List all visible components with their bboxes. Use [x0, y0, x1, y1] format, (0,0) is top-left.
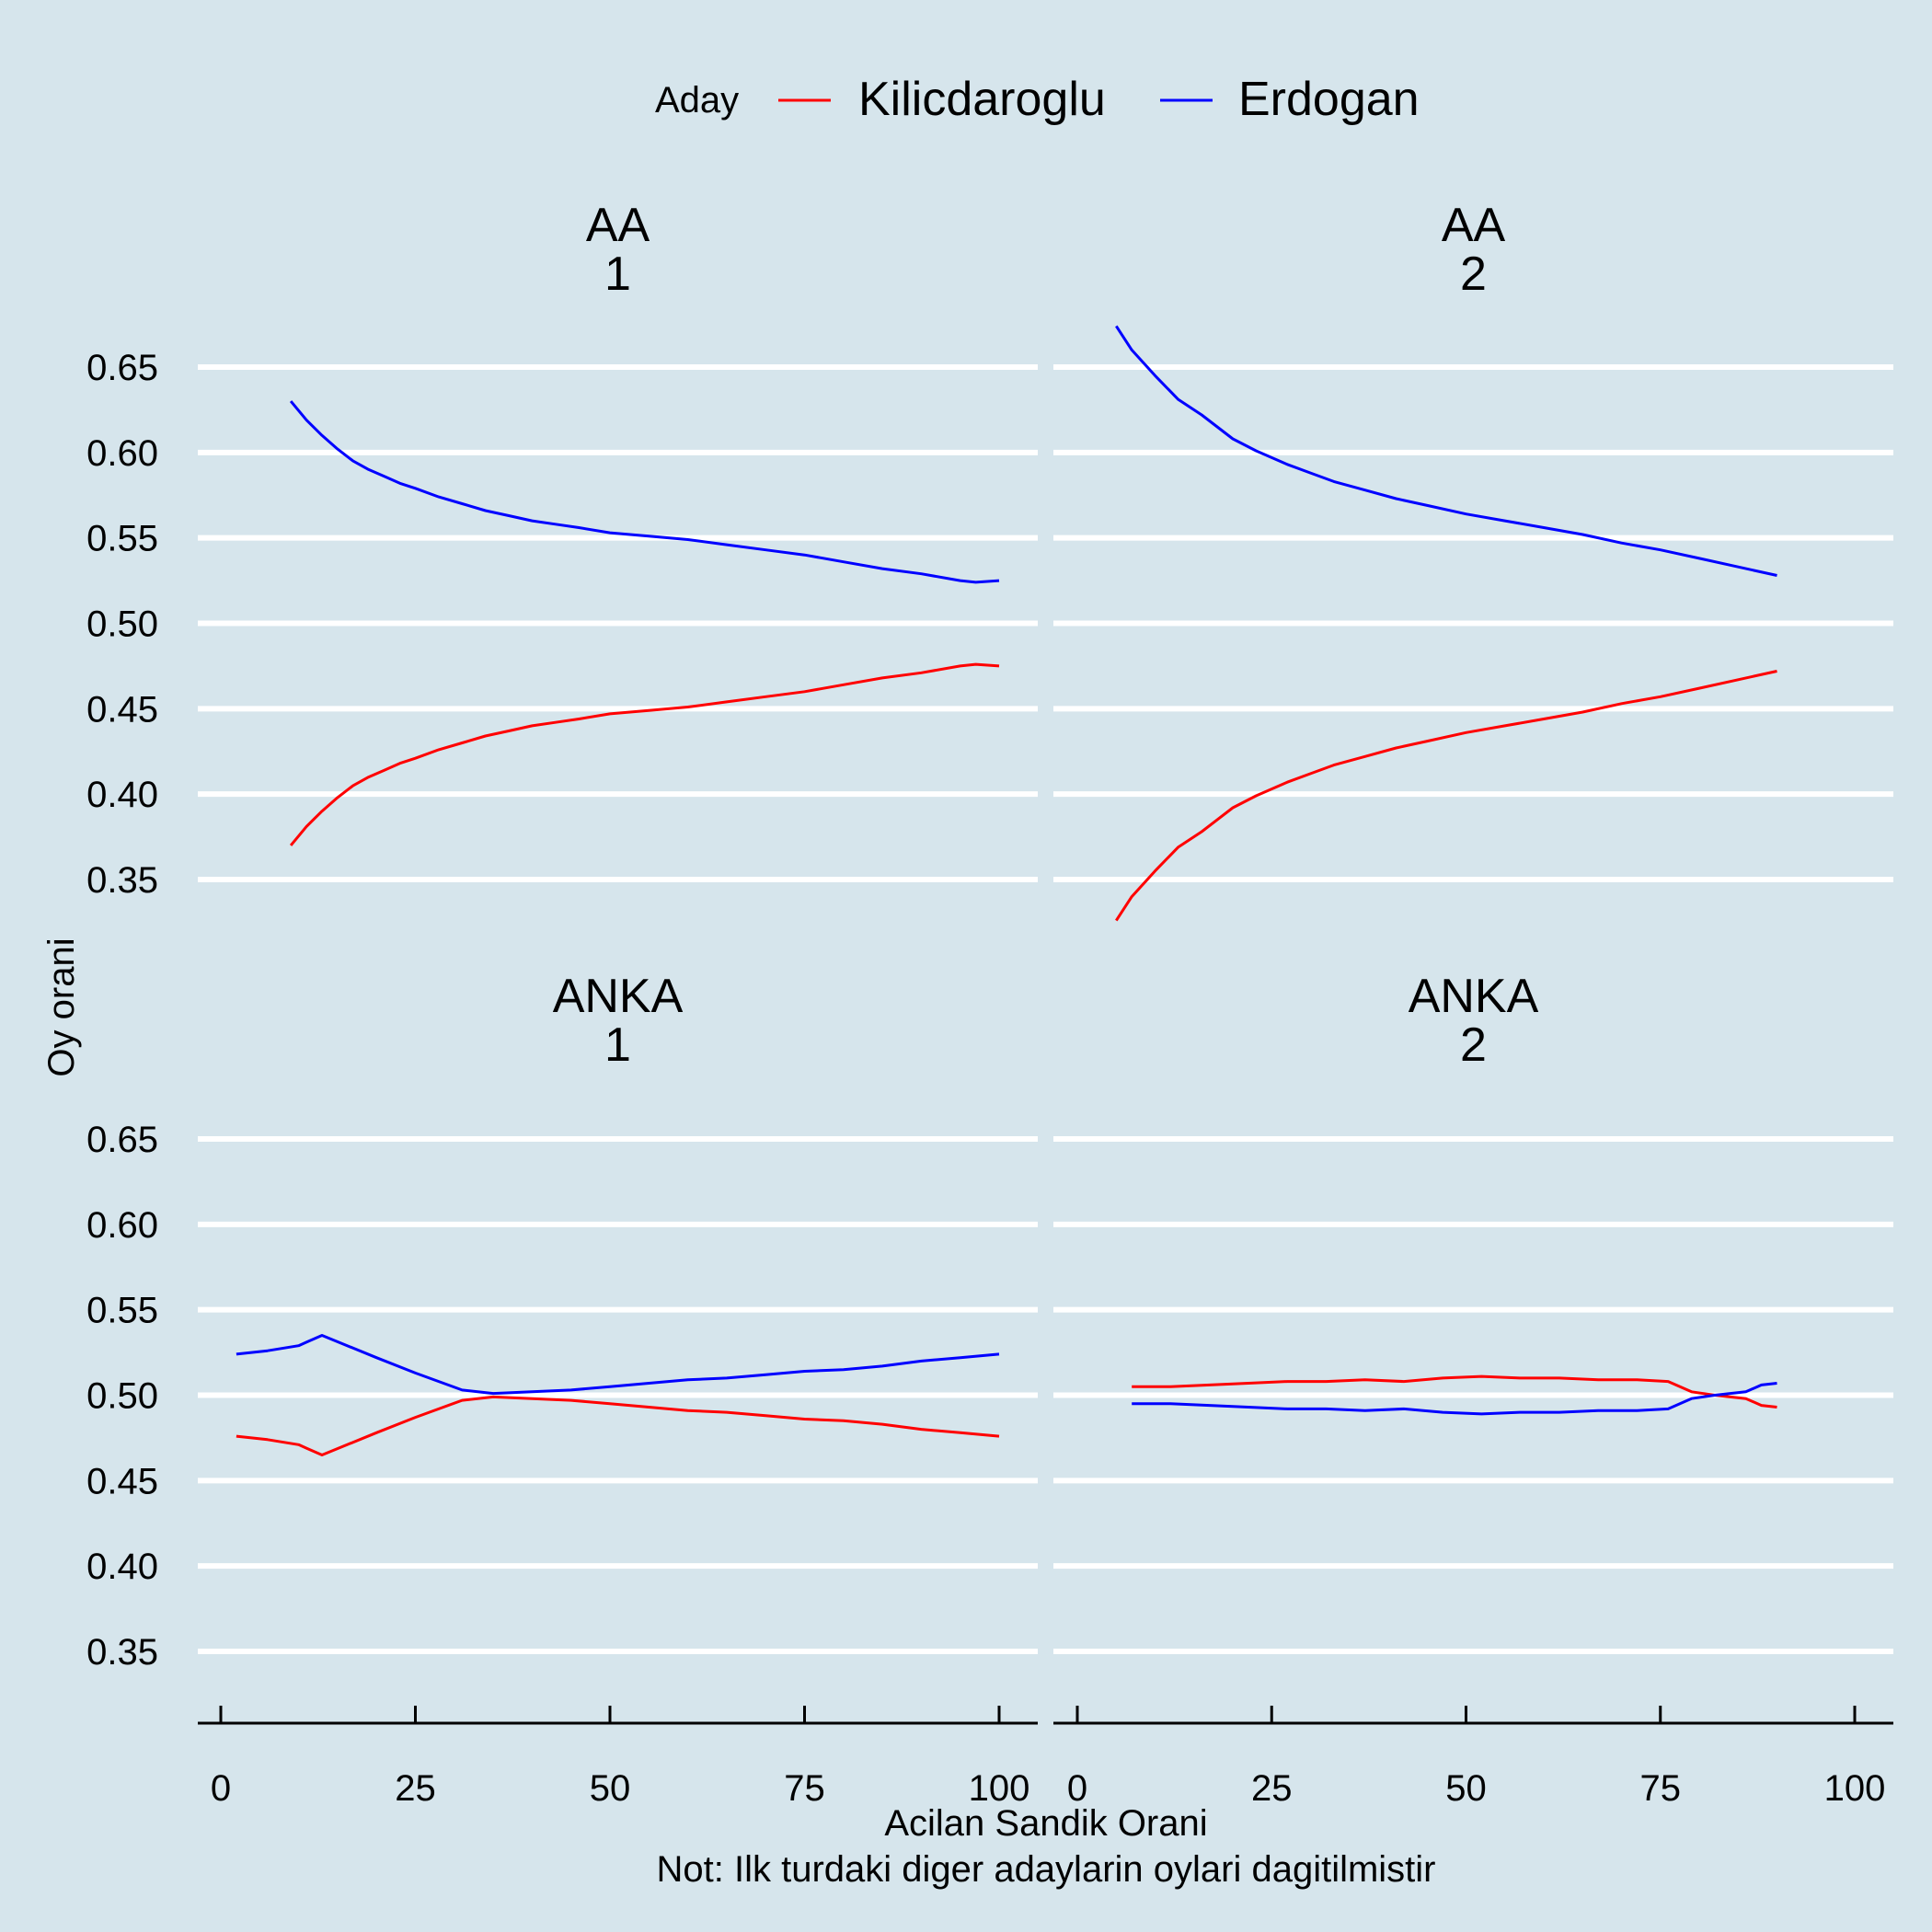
series-line-erdogan [236, 1334, 1000, 1396]
y-tick-label: 0.35 [86, 1632, 158, 1673]
y-tick-label: 0.50 [86, 604, 158, 645]
series-line-kilicdaroglu [236, 1395, 1000, 1456]
x-axes: 0 25 50 75 100 0 25 50 75 100 [198, 1706, 1893, 1809]
legend: Aday Kilicdaroglu Erdogan [655, 73, 1420, 126]
x-tick-label: 50 [1445, 1768, 1487, 1809]
legend-label-kilicdaroglu: Kilicdaroglu [858, 73, 1106, 126]
panel-title-round: 2 [1460, 1018, 1487, 1072]
x-tick-label: 75 [784, 1768, 825, 1809]
x-tick-label: 100 [1824, 1768, 1886, 1809]
y-tick-label: 0.60 [86, 433, 158, 474]
y-tick-label: 0.40 [86, 775, 158, 815]
y-axis-ticks: 0.35 0.40 0.45 0.50 0.55 0.60 0.65 0.35 0.40 0.45… [86, 348, 158, 1673]
x-tick-label: 100 [969, 1768, 1030, 1809]
y-tick-label: 0.50 [86, 1376, 158, 1417]
panel-aa-2: AA2 [1053, 199, 1893, 922]
panel-title-round: 2 [1460, 247, 1487, 301]
panel-title-source: ANKA [1409, 970, 1539, 1023]
y-tick-label: 0.35 [86, 860, 158, 901]
y-tick-label: 0.45 [86, 689, 158, 730]
series-line-erdogan [1115, 325, 1777, 577]
y-tick-label: 0.55 [86, 1291, 158, 1331]
legend-label-erdogan: Erdogan [1238, 73, 1420, 126]
caption: Not: Ilk turdaki diger adaylarin oylari … [657, 1849, 1436, 1890]
x-tick-label: 25 [395, 1768, 436, 1809]
panel-title-round: 1 [604, 1018, 631, 1072]
panel-title-source: AA [586, 199, 650, 252]
y-tick-label: 0.60 [86, 1205, 158, 1246]
panel-title-round: 1 [604, 247, 631, 301]
panel-title-source: ANKA [553, 970, 684, 1023]
y-tick-label: 0.40 [86, 1547, 158, 1587]
x-axis-label: Acilan Sandik Orani [884, 1803, 1207, 1844]
y-tick-label: 0.65 [86, 1120, 158, 1160]
y-axis-label: Oy orani [41, 937, 82, 1076]
series-line-kilicdaroglu [289, 662, 1000, 846]
y-tick-label: 0.45 [86, 1461, 158, 1501]
panel-title-source: AA [1442, 199, 1506, 252]
x-tick-label: 75 [1640, 1768, 1682, 1809]
x-tick-label: 25 [1251, 1768, 1293, 1809]
x-tick-label: 0 [1067, 1768, 1087, 1809]
series-line-erdogan [1132, 1382, 1777, 1416]
series-line-kilicdaroglu [1115, 670, 1777, 922]
panel-aa-1: AA1 [198, 199, 1038, 882]
x-tick-label: 50 [590, 1768, 631, 1809]
legend-title: Aday [655, 80, 739, 121]
y-tick-label: 0.65 [86, 348, 158, 388]
series-line-erdogan [289, 400, 1000, 584]
x-tick-label: 0 [211, 1768, 231, 1809]
y-tick-label: 0.55 [86, 519, 158, 559]
